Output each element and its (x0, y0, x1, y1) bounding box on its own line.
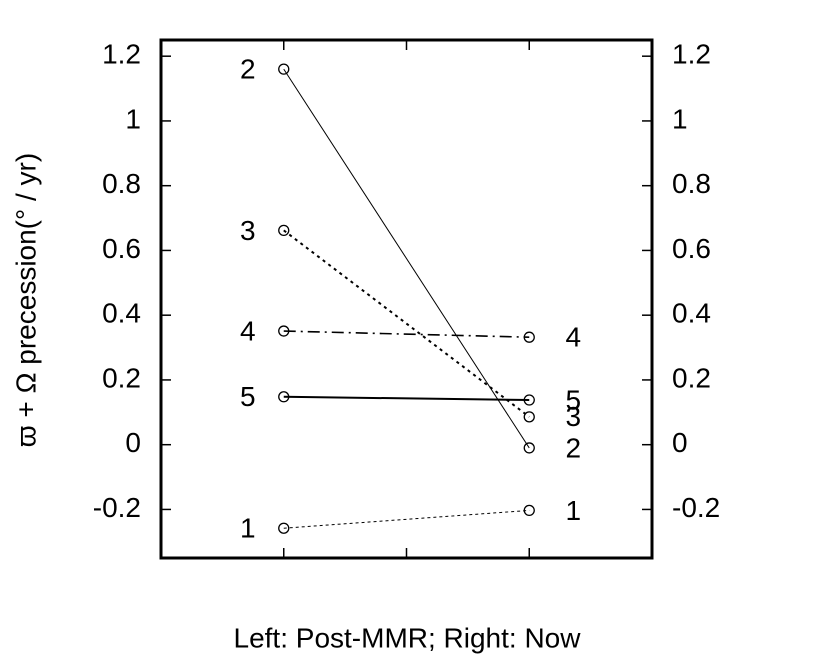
y-tick-label: 0.2 (102, 362, 141, 393)
point (523, 442, 535, 454)
x-axis-label: Left: Post-MMR; Right: Now (234, 622, 582, 653)
point (523, 331, 535, 343)
series-label: 3 (240, 215, 256, 246)
y2-tick-label: 0 (672, 427, 688, 458)
series-line (283, 509, 530, 529)
series-line (283, 395, 530, 402)
series-label: 4 (565, 322, 581, 353)
y2-tick-label: 1.2 (672, 39, 711, 70)
point (523, 504, 535, 517)
y2-tick-label: -0.2 (672, 492, 720, 523)
series-label: 5 (240, 381, 256, 412)
point (278, 522, 290, 534)
series-label: 2 (565, 432, 581, 463)
point (523, 394, 535, 406)
series-label: 2 (240, 54, 256, 85)
series-label: 3 (565, 401, 581, 432)
plot-frame (159, 38, 654, 560)
series-label: 1 (565, 495, 581, 526)
series-line (283, 68, 530, 449)
y-tick-label: 1.2 (102, 39, 141, 70)
y-tick-label: 0.6 (102, 233, 141, 264)
y2-tick-label: 0.6 (672, 233, 711, 264)
series-label: 5 (565, 384, 581, 415)
y2-tick-label: 0.4 (672, 298, 711, 329)
series-label: 4 (240, 315, 256, 346)
point (278, 63, 290, 75)
y-tick-label: -0.2 (93, 492, 141, 523)
point (278, 325, 290, 337)
point (278, 224, 290, 237)
y2-tick-label: 0.2 (672, 362, 711, 393)
series-line (283, 229, 530, 418)
y2-tick-label: 0.8 (672, 168, 711, 199)
point (278, 391, 290, 403)
series-label: 1 (240, 513, 256, 544)
y-tick-label: 0 (125, 427, 141, 458)
y-tick-label: 1 (125, 103, 141, 134)
series-line (283, 330, 530, 339)
y2-tick-label: 1 (672, 103, 688, 134)
y-tick-label: 0.4 (102, 298, 141, 329)
y-axis-label: ϖ + Ω precession(° / yr) (10, 153, 41, 447)
point (523, 411, 535, 423)
y-tick-label: 0.8 (102, 168, 141, 199)
